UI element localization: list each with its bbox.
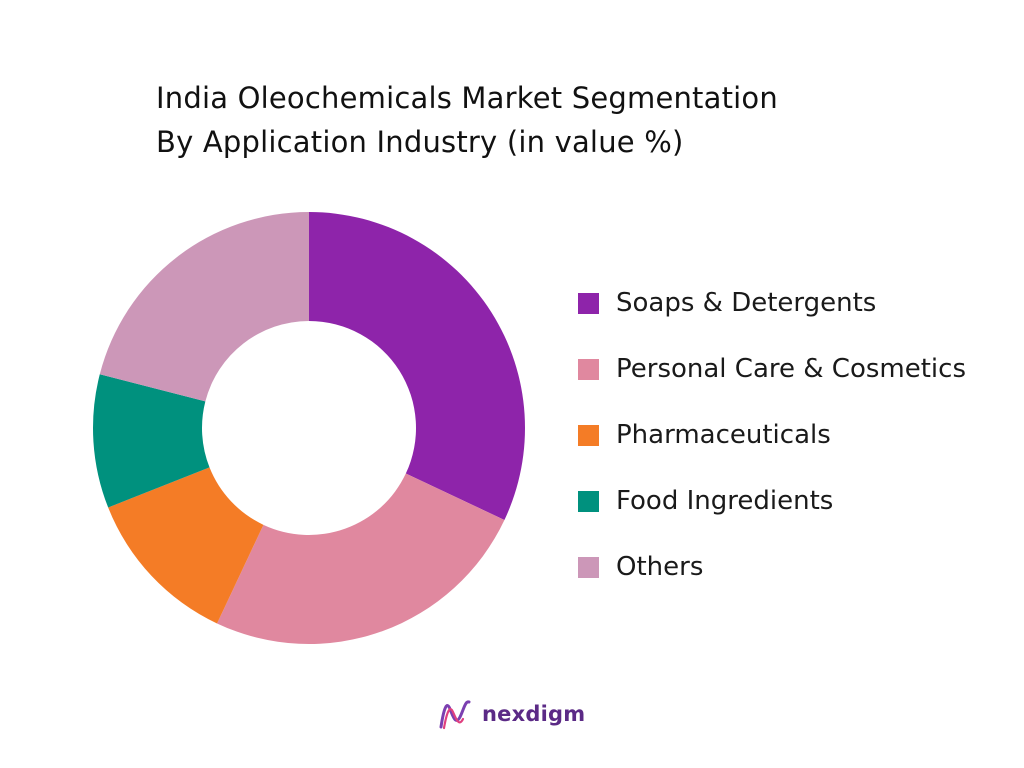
legend-swatch xyxy=(578,424,599,446)
donut-chart xyxy=(93,212,525,644)
donut-slice-soaps-detergents xyxy=(309,212,525,520)
chart-legend: Soaps & Detergents Personal Care & Cosmet… xyxy=(578,270,1018,600)
chart-subtitle: By Application Industry (in value %) xyxy=(156,125,684,159)
legend-item-others: Others xyxy=(578,534,1018,600)
donut-slice-others xyxy=(99,212,309,402)
legend-swatch xyxy=(578,490,599,512)
chart-title-block: India Oleochemicals Market Segmentation … xyxy=(156,76,916,164)
brand-footer: nexdigm xyxy=(438,694,585,734)
legend-item-soaps-detergents: Soaps & Detergents xyxy=(578,270,1018,336)
legend-swatch xyxy=(578,358,599,380)
legend-label: Pharmaceuticals xyxy=(616,420,831,450)
donut-slice-food-ingredients xyxy=(93,374,210,508)
legend-item-food-ingredients: Food Ingredients xyxy=(578,468,1018,534)
chart-title: India Oleochemicals Market Segmentation xyxy=(156,81,778,115)
legend-label: Food Ingredients xyxy=(616,486,834,516)
legend-swatch xyxy=(578,292,599,314)
donut-slice-personal-care-cosmetics xyxy=(217,473,505,644)
donut-slice-pharmaceuticals xyxy=(108,467,264,624)
legend-item-pharmaceuticals: Pharmaceuticals xyxy=(578,402,1018,468)
nexdigm-wave-logo-icon xyxy=(439,700,471,730)
brand-name: nexdigm xyxy=(482,702,586,726)
legend-label: Others xyxy=(616,552,704,582)
legend-swatch xyxy=(578,556,599,578)
legend-item-personal-care-cosmetics: Personal Care & Cosmetics xyxy=(578,336,1018,402)
legend-label: Personal Care & Cosmetics xyxy=(616,354,966,384)
legend-label: Soaps & Detergents xyxy=(616,288,877,318)
